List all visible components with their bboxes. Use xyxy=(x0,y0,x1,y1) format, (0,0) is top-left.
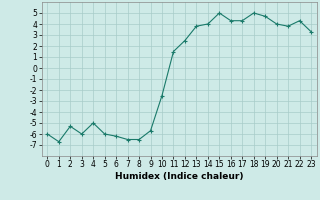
X-axis label: Humidex (Indice chaleur): Humidex (Indice chaleur) xyxy=(115,172,244,181)
